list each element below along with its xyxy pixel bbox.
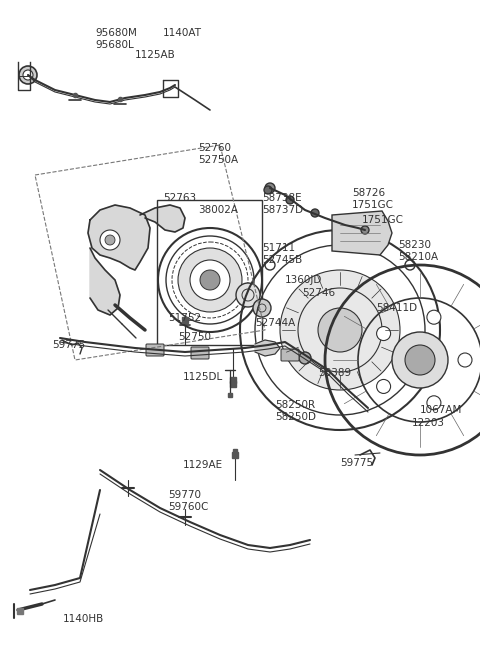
Circle shape [265,183,275,193]
Circle shape [105,235,115,245]
Text: 1751GC: 1751GC [352,200,394,210]
Text: 1140AT: 1140AT [163,28,202,38]
Text: 58411D: 58411D [376,303,417,313]
Circle shape [318,308,362,352]
Text: 95680M: 95680M [95,28,137,38]
Circle shape [19,66,37,84]
Circle shape [405,345,435,375]
Text: 1125AB: 1125AB [135,50,176,60]
Circle shape [236,283,260,307]
Text: 52746: 52746 [302,288,335,298]
Text: 58210A: 58210A [398,252,438,262]
Polygon shape [140,205,185,232]
Circle shape [311,209,319,217]
Circle shape [264,186,272,194]
Text: 52745B: 52745B [262,255,302,265]
Polygon shape [255,340,280,356]
Text: 58738E: 58738E [262,193,301,203]
Circle shape [253,299,271,317]
Text: 1140HB: 1140HB [63,614,104,624]
Text: 58250R: 58250R [275,400,315,410]
Text: 59775: 59775 [340,458,373,468]
Text: 52760: 52760 [198,143,231,153]
Circle shape [299,352,311,364]
Circle shape [427,396,441,410]
Polygon shape [88,205,150,270]
Circle shape [280,270,400,390]
Circle shape [200,270,220,290]
Text: 51711: 51711 [262,243,295,253]
Text: 52763: 52763 [163,193,196,203]
Text: 1360JD: 1360JD [285,275,323,285]
FancyBboxPatch shape [191,347,209,359]
Text: 58389: 58389 [318,368,351,378]
Text: 1125DL: 1125DL [183,372,223,382]
Text: 1067AM: 1067AM [420,405,462,415]
Text: 59760C: 59760C [168,502,208,512]
Circle shape [377,327,391,341]
Polygon shape [90,248,120,315]
Text: 52750: 52750 [178,332,211,342]
Text: 52750A: 52750A [198,155,238,165]
Text: 12203: 12203 [412,418,445,428]
Text: 58737D: 58737D [262,205,303,215]
Text: 52744A: 52744A [255,318,295,328]
Circle shape [100,230,120,250]
Text: 1751GC: 1751GC [362,215,404,225]
FancyBboxPatch shape [146,344,164,356]
Circle shape [334,234,346,246]
Text: 58230: 58230 [398,240,431,250]
Text: 59770: 59770 [168,490,201,500]
Polygon shape [332,211,392,255]
Bar [157,200,262,345]
Circle shape [23,70,33,80]
Text: 58250D: 58250D [275,412,316,422]
Text: 1129AE: 1129AE [183,460,223,470]
Circle shape [458,353,472,367]
Circle shape [178,248,242,312]
Text: 51752: 51752 [168,313,201,323]
Circle shape [427,310,441,324]
Circle shape [286,196,294,204]
Circle shape [190,260,230,300]
Circle shape [377,380,391,393]
Circle shape [361,226,369,234]
Text: 58726: 58726 [352,188,385,198]
FancyBboxPatch shape [281,349,299,361]
Circle shape [392,332,448,388]
Text: 59775: 59775 [52,340,85,350]
Text: 95680L: 95680L [95,40,134,50]
Text: 38002A: 38002A [198,205,238,215]
